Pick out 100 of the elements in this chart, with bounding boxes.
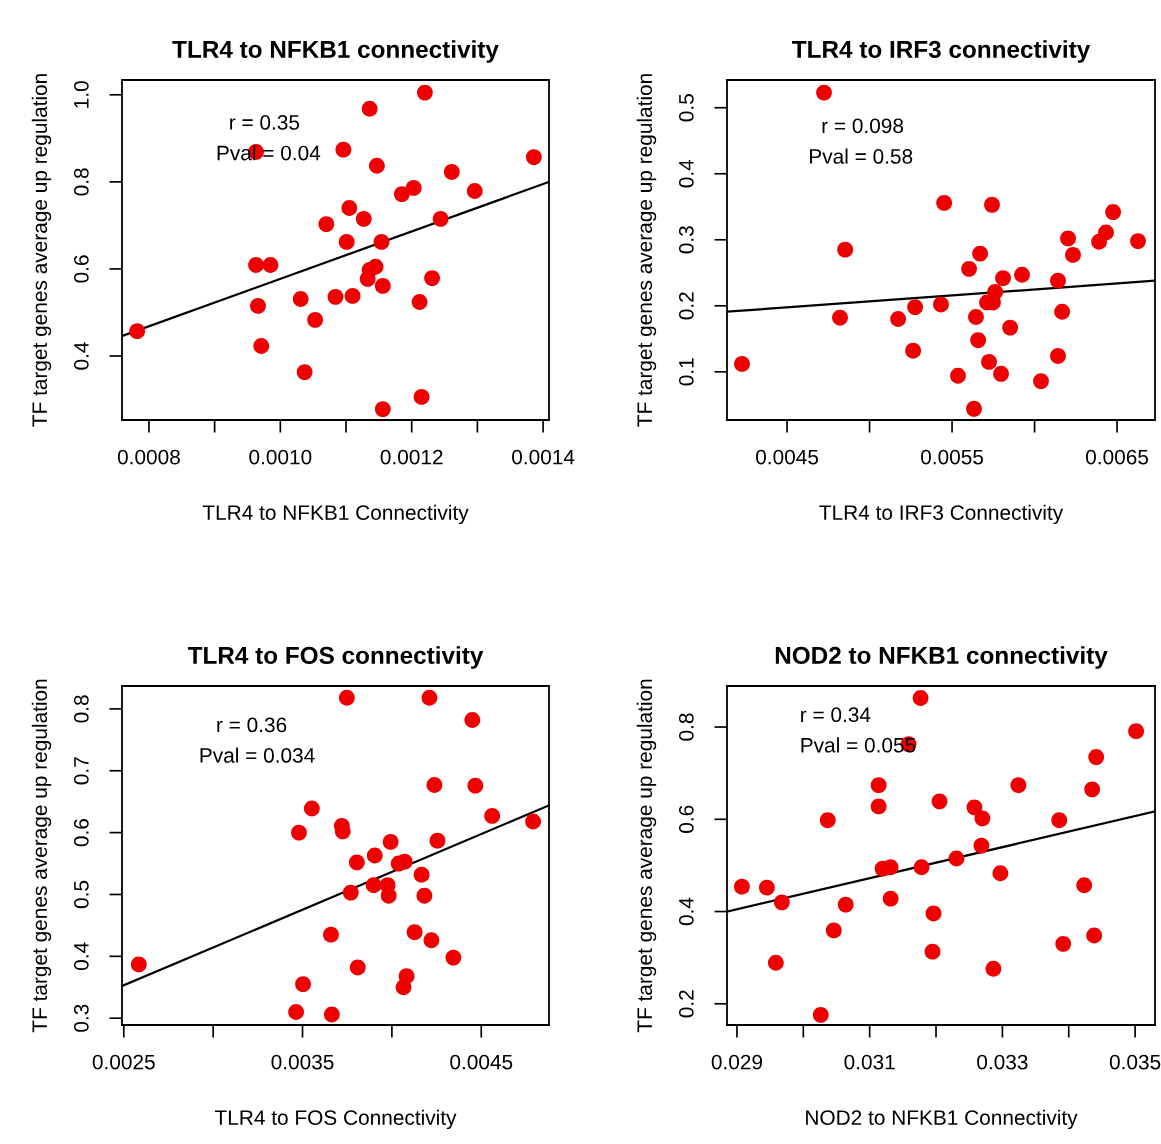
y-tick-label: 0.5 — [678, 94, 694, 122]
y-tick-label: 0.8 — [73, 168, 89, 196]
y-tick-label: 0.8 — [73, 695, 89, 723]
point — [912, 690, 929, 706]
point — [323, 1006, 340, 1023]
chart-title: TLR4 to IRF3 connectivity — [792, 40, 1091, 63]
chart-title: TLR4 to FOS connectivity — [187, 646, 484, 669]
x-axis-title: TLR4 to IRF3 Connectivity — [819, 504, 1064, 525]
point — [424, 270, 440, 286]
point — [1130, 233, 1146, 250]
point — [323, 926, 339, 943]
point — [734, 878, 750, 895]
x-tick-label: 0.0045 — [756, 449, 819, 465]
point — [924, 943, 941, 960]
x-tick-label: 0.0035 — [271, 1054, 334, 1070]
point — [292, 291, 309, 307]
point — [950, 367, 966, 384]
point — [467, 777, 484, 794]
point — [291, 824, 307, 841]
point — [432, 210, 449, 227]
y-tick-label: 0.2 — [678, 990, 694, 1018]
point — [338, 689, 355, 706]
point — [985, 960, 1002, 977]
point — [130, 956, 147, 973]
point — [1054, 303, 1071, 320]
point — [466, 183, 483, 199]
point — [995, 270, 1011, 286]
point — [925, 905, 942, 922]
point — [1051, 812, 1068, 829]
point — [295, 976, 311, 993]
point — [411, 294, 428, 310]
point — [429, 832, 446, 849]
point — [423, 932, 440, 949]
y-tick-label: 0.8 — [678, 713, 694, 741]
point — [734, 355, 750, 372]
annotation: r = 0.098 — [822, 118, 904, 134]
point — [406, 924, 423, 941]
point — [393, 186, 410, 202]
point — [870, 798, 887, 815]
point — [361, 100, 378, 117]
annotation: Pval = 0.58 — [810, 148, 913, 164]
point — [303, 800, 320, 817]
point — [933, 296, 949, 313]
point — [342, 884, 359, 901]
point — [1088, 749, 1105, 765]
x-tick-label: 0.035 — [1109, 1054, 1161, 1070]
point — [1076, 877, 1093, 894]
point — [348, 854, 365, 871]
point — [992, 865, 1009, 882]
y-axis-title: TF target genes average up regulation — [636, 679, 657, 1033]
chart-title: NOD2 to NFKB1 connectivity — [775, 646, 1108, 669]
point — [1055, 935, 1072, 952]
annotation: Pval = 0.034 — [200, 747, 315, 763]
point — [832, 309, 848, 326]
point — [981, 353, 997, 370]
point — [525, 813, 542, 830]
point — [905, 342, 922, 359]
point — [373, 234, 390, 250]
y-tick-label: 0.6 — [73, 819, 89, 847]
point — [368, 157, 385, 174]
point — [250, 298, 266, 314]
point — [870, 777, 887, 794]
point — [355, 210, 372, 227]
point — [1060, 230, 1076, 247]
point — [987, 284, 1004, 300]
point — [443, 163, 460, 180]
point — [1105, 204, 1122, 220]
point — [1050, 272, 1066, 289]
x-tick-label: 0.029 — [711, 1054, 763, 1070]
point — [890, 311, 907, 327]
chart-title: TLR4 to NFKB1 connectivity — [172, 40, 499, 63]
point — [248, 257, 264, 273]
point — [1033, 373, 1049, 389]
point — [837, 241, 854, 258]
point — [335, 141, 352, 158]
annotation: r = 0.34 — [801, 707, 871, 723]
point — [484, 807, 501, 824]
point — [1065, 247, 1081, 263]
point — [349, 959, 366, 976]
y-tick-label: 0.4 — [73, 342, 89, 370]
y-tick-label: 0.2 — [678, 292, 694, 320]
point — [767, 954, 784, 971]
y-tick-label: 0.3 — [678, 226, 694, 254]
x-tick-label: 0.033 — [977, 1054, 1028, 1070]
point — [413, 866, 430, 883]
point — [445, 949, 462, 966]
x-axis-title: TLR4 to NFKB1 Connectivity — [202, 504, 469, 525]
point — [970, 332, 987, 349]
x-tick-label: 0.0012 — [380, 449, 443, 465]
x-tick-label: 0.0010 — [249, 449, 312, 465]
point — [825, 922, 842, 939]
y-tick-label: 0.4 — [678, 159, 694, 188]
point — [816, 84, 832, 101]
point — [936, 194, 953, 211]
point — [296, 364, 313, 381]
point — [416, 887, 433, 904]
x-tick-label: 0.0045 — [450, 1054, 513, 1070]
point — [948, 850, 965, 867]
annotation: r = 0.36 — [217, 717, 287, 733]
point — [253, 338, 270, 354]
